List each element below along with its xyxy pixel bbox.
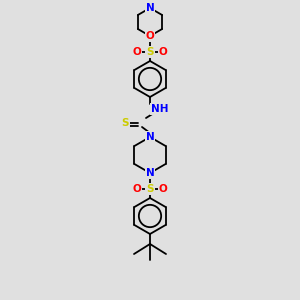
Text: N: N: [146, 3, 154, 13]
Text: O: O: [146, 31, 154, 41]
Text: N: N: [146, 132, 154, 142]
Text: S: S: [146, 184, 154, 194]
Text: O: O: [133, 184, 141, 194]
Text: NH: NH: [151, 104, 169, 114]
Text: S: S: [146, 47, 154, 57]
Text: O: O: [159, 47, 167, 57]
Text: O: O: [159, 184, 167, 194]
Text: S: S: [121, 118, 129, 128]
Text: N: N: [146, 168, 154, 178]
Text: O: O: [133, 47, 141, 57]
